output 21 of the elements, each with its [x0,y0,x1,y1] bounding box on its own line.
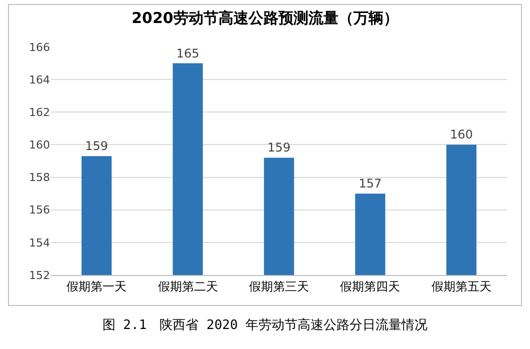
caption: 图 2.1 陕西省 2020 年劳动节高速公路分日流量情况 [101,317,429,334]
y-tick-label: 166 [29,40,50,54]
data-label: 165 [176,46,200,60]
y-tick-label: 160 [29,138,50,152]
data-label: 159 [85,139,108,154]
y-tick-label: 158 [29,171,50,184]
x-tick-label: 假期第一天 [66,279,127,294]
x-tick-label: 假期第四天 [340,279,400,294]
data-label: 157 [358,176,382,191]
x-tick-label: 假期第三天 [249,279,309,294]
x-tick-label: 假期第二天 [158,279,218,294]
data-label: 160 [450,128,473,142]
y-tick-label: 162 [29,106,50,119]
chart-title: 2020劳动节高速公路预测流量（万辆） [132,9,398,27]
y-tick-label: 156 [29,204,50,217]
y-tick-label: 152 [29,268,50,282]
data-label: 159 [268,140,290,155]
y-tick-label: 164 [29,73,50,86]
x-tick-label: 假期第五天 [431,279,492,294]
chart-frame: 159 165 159 157 160 假期第一天 假期第二天 假期第三天 假期第四天 假期第五天 152 154 156 158 160 162 164 166 2020劳动节高速公路预测流量（万辆） [8,4,522,306]
y-tick-label: 154 [29,236,50,250]
